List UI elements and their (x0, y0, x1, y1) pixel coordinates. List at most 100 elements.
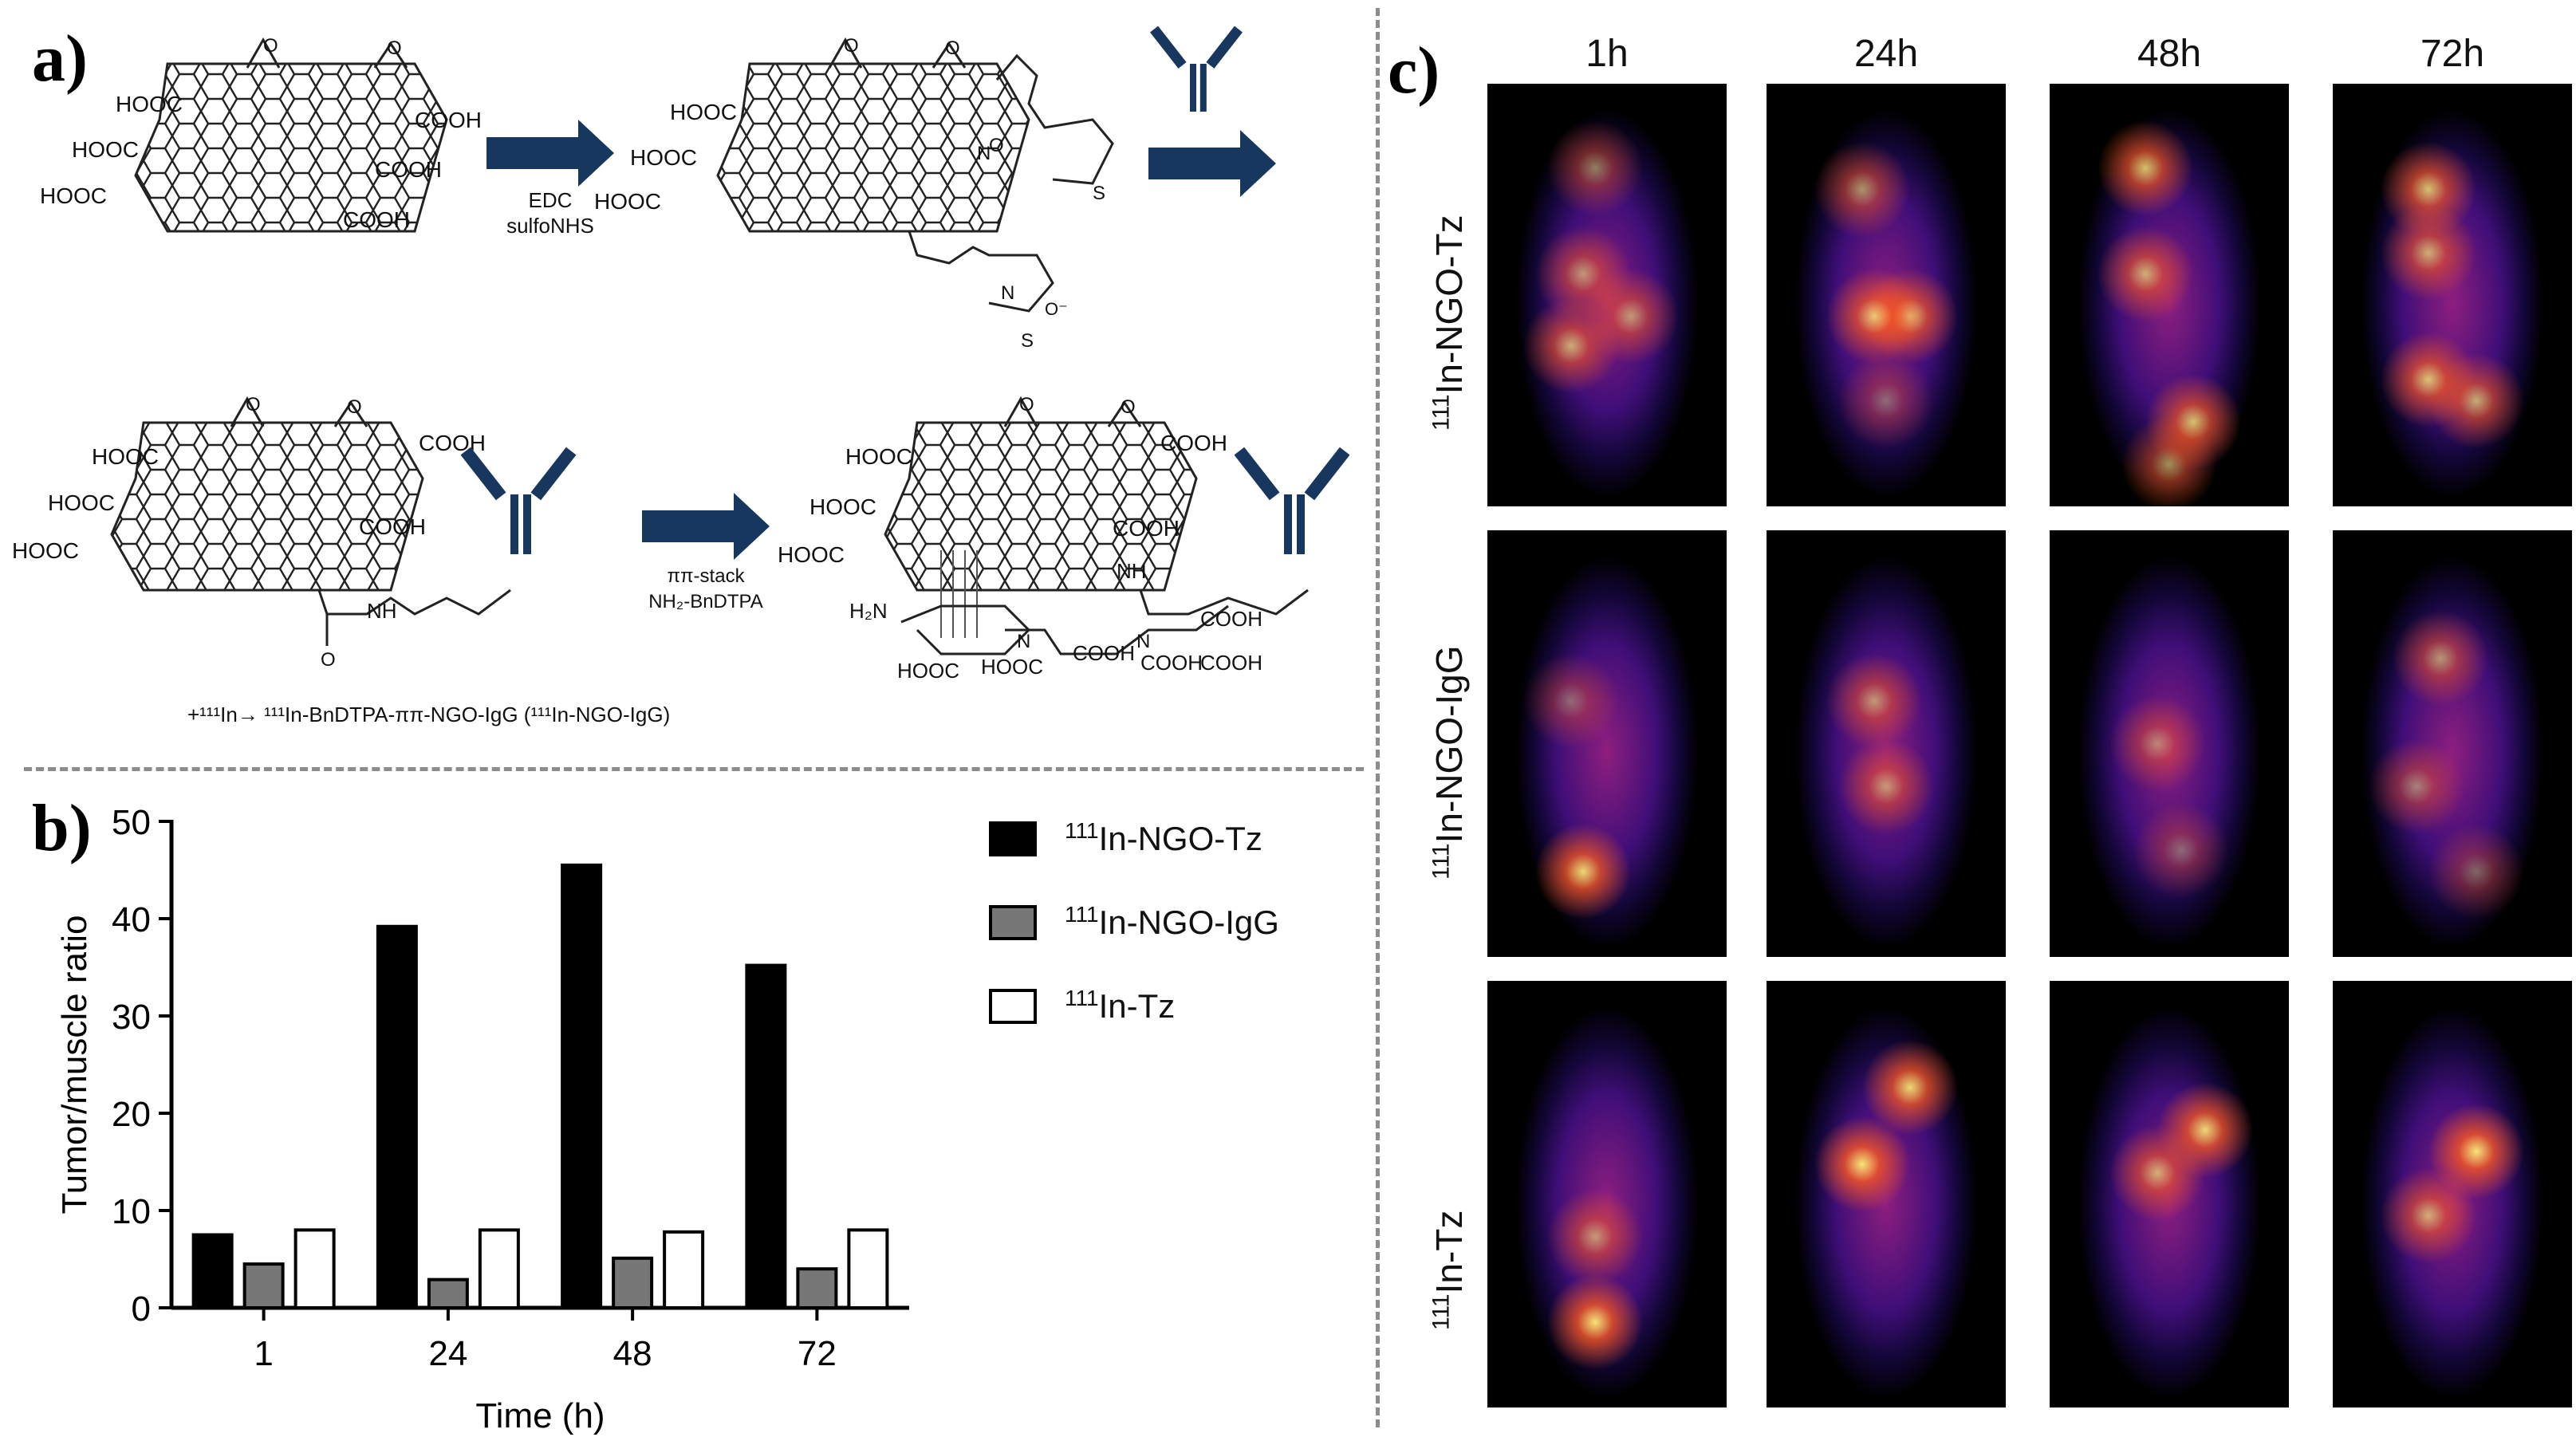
svg-text:HOOC: HOOC (670, 100, 737, 124)
svg-text:COOH: COOH (1140, 651, 1203, 675)
svg-text:HOOC: HOOC (72, 137, 139, 162)
spect-scan-image (2333, 530, 2572, 957)
probe-row-label: 111In-NGO-IgG (1428, 644, 1470, 880)
spect-scan-image (1767, 530, 2006, 957)
spect-scan-image (1487, 981, 1727, 1407)
spect-scan-image (2333, 84, 2572, 506)
bar (293, 1228, 336, 1310)
svg-text:COOH: COOH (1073, 641, 1135, 665)
legend-swatch (989, 905, 1037, 940)
x-tick-label: 48 (613, 1334, 652, 1373)
bar (376, 924, 418, 1309)
svg-text:HOOC: HOOC (92, 444, 159, 469)
y-tick-label: 20 (112, 1095, 151, 1134)
panel-label-c: c) (1388, 33, 1440, 108)
scheme-caption: +¹¹¹In→ ¹¹¹In-BnDTPA-ππ-NGO-IgG (¹¹¹In-N… (187, 703, 670, 726)
legend-label: 111In-NGO-IgG (1065, 902, 1279, 941)
svg-text:H₂N: H₂N (849, 599, 888, 623)
spect-scan-image (1487, 84, 1727, 506)
spect-scan-image (1767, 981, 2006, 1407)
svg-text:ππ-stack: ππ-stack (667, 565, 745, 587)
bar (478, 1228, 520, 1310)
bar (191, 1233, 234, 1309)
svg-text:NH: NH (1117, 559, 1147, 583)
legend-label: 111In-Tz (1065, 986, 1176, 1025)
svg-text:HOOC: HOOC (845, 444, 912, 469)
svg-text:O: O (246, 394, 261, 415)
svg-text:O: O (263, 35, 278, 57)
svg-text:N: N (977, 143, 991, 164)
reaction-scheme: O O HOOC HOOC HOOC COOH COOH COOH EDC su… (12, 26, 1350, 726)
svg-text:COOH: COOH (415, 108, 482, 132)
arrow-step-2 (1148, 130, 1276, 197)
arrow-step-1 (486, 120, 614, 187)
vertical-divider (1376, 8, 1380, 1427)
ngo-sheet-1: O O (134, 35, 448, 233)
svg-text:N: N (1017, 631, 1030, 652)
y-axis-label: Tumor/muscle ratio (55, 915, 94, 1215)
ngo-sheet-3: O O (110, 394, 511, 646)
svg-text:S: S (1093, 183, 1105, 204)
bar (427, 1278, 469, 1309)
x-tick-label: 24 (428, 1334, 467, 1373)
spect-scan-image (1487, 530, 1727, 957)
svg-text:O: O (945, 37, 960, 59)
svg-text:HOOC: HOOC (116, 92, 183, 116)
svg-text:S: S (1021, 330, 1034, 352)
svg-text:EDC: EDC (529, 188, 573, 212)
panel-label-b: b) (32, 791, 92, 865)
svg-text:COOH: COOH (1160, 431, 1227, 455)
svg-text:O: O (387, 37, 402, 59)
svg-text:HOOC: HOOC (594, 189, 661, 214)
svg-text:HOOC: HOOC (981, 655, 1043, 679)
svg-text:O: O (1121, 396, 1136, 418)
arrow-step-3 (642, 493, 770, 560)
svg-text:NH: NH (367, 599, 397, 623)
bar (745, 963, 787, 1309)
svg-text:sulfoNHS: sulfoNHS (506, 214, 594, 238)
svg-text:HOOC: HOOC (809, 494, 876, 519)
svg-text:HOOC: HOOC (630, 145, 697, 170)
svg-text:O: O (989, 135, 1004, 156)
svg-text:O: O (844, 35, 859, 57)
y-tick-label: 0 (132, 1289, 151, 1329)
legend-swatch (989, 821, 1037, 856)
svg-text:O: O (347, 396, 362, 418)
svg-text:HOOC: HOOC (40, 183, 107, 208)
svg-text:HOOC: HOOC (897, 659, 959, 683)
svg-text:COOH: COOH (375, 157, 442, 182)
horizontal-divider (24, 767, 1364, 771)
svg-text:COOH: COOH (343, 207, 410, 232)
spect-scan-image (2050, 981, 2289, 1407)
svg-text:HOOC: HOOC (12, 538, 79, 563)
bar (612, 1256, 654, 1310)
svg-text:COOH: COOH (1200, 607, 1262, 631)
antibody-icon (1234, 447, 1350, 554)
spect-scan-image (2050, 530, 2289, 957)
spect-scan-image (2050, 84, 2289, 506)
bar (847, 1228, 889, 1310)
ngo-sheet-4: O O (884, 394, 1309, 656)
timepoint-label: 48h (2137, 33, 2202, 75)
y-tick-label: 40 (112, 900, 151, 939)
bar (242, 1262, 285, 1309)
bar (663, 1230, 705, 1310)
svg-text:COOH: COOH (1113, 516, 1180, 541)
timepoint-label: 1h (1585, 33, 1629, 75)
bar (561, 863, 603, 1309)
panel-label-a: a) (32, 22, 88, 96)
y-tick-label: 50 (112, 803, 151, 842)
timepoint-label: 72h (2420, 33, 2485, 75)
svg-text:COOH: COOH (1200, 651, 1262, 675)
ngo-sheet-2: O O (716, 35, 1114, 313)
legend-label: 111In-NGO-Tz (1065, 818, 1262, 857)
probe-row-label: 111In-NGO-Tz (1428, 215, 1470, 431)
antibody-icon (1150, 26, 1243, 112)
spect-scan-image (1767, 84, 2006, 506)
svg-text:N: N (1001, 282, 1014, 304)
x-axis-label: Time (h) (475, 1396, 605, 1435)
bar (796, 1267, 838, 1310)
x-tick-label: 1 (254, 1334, 273, 1373)
bar-chart: 0 10 20 30 40 50 1 24 48 72 Time (h) Tumor/muscle r… (55, 803, 909, 1435)
timepoint-label: 24h (1853, 33, 1919, 75)
